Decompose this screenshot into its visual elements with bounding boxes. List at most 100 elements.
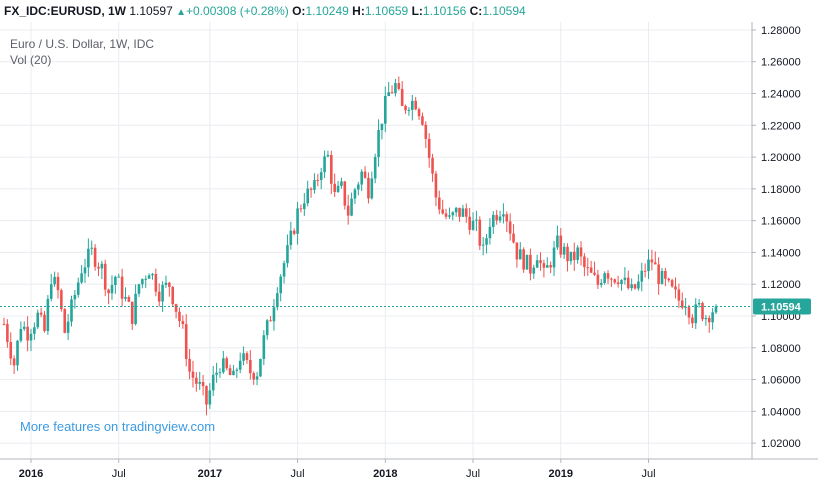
candle <box>707 315 711 333</box>
candle <box>292 228 296 236</box>
candle <box>680 292 684 310</box>
candle-body <box>130 301 134 324</box>
candle <box>19 321 23 343</box>
candle <box>545 257 549 268</box>
candle-body <box>599 282 603 285</box>
candle <box>458 207 461 222</box>
candle-body <box>404 105 407 111</box>
price-axis[interactable]: 1.28000 1.26000 1.24000 1.22000 1.20000 1.180… <box>752 25 801 450</box>
candle <box>421 112 424 126</box>
candle-body <box>83 267 87 274</box>
candle <box>633 283 637 290</box>
candle-body <box>701 303 704 320</box>
candle-body <box>2 323 6 325</box>
candle-body <box>120 276 124 299</box>
candle-body <box>353 189 357 199</box>
candle <box>188 348 191 380</box>
candle-body <box>93 247 97 267</box>
candle-body <box>242 353 245 361</box>
candle <box>6 319 9 348</box>
candle <box>222 350 225 374</box>
candle-body <box>195 377 198 384</box>
candle-body <box>289 230 293 246</box>
candle <box>481 236 485 256</box>
candle <box>407 107 411 116</box>
candle <box>556 225 559 251</box>
volume-legend[interactable]: Vol (20) <box>10 53 51 67</box>
candle-body <box>222 358 225 373</box>
candle-body <box>562 246 566 255</box>
candle-body <box>384 95 387 124</box>
candle <box>623 267 627 285</box>
candle <box>252 371 256 385</box>
candle-body <box>471 220 475 230</box>
candle <box>373 153 377 184</box>
candle-body <box>43 314 46 331</box>
time-axis[interactable]: 2016 Jul 2017 Jul 2018 Jul 2019 Jul <box>19 459 656 480</box>
candle <box>124 287 127 302</box>
candle-body <box>66 321 70 333</box>
low-value: 1.10156 <box>422 4 467 18</box>
candle <box>640 262 644 292</box>
candle-body <box>481 244 485 246</box>
candle <box>370 171 374 200</box>
tradingview-link[interactable]: More features on tradingview.com <box>20 419 215 434</box>
candle <box>417 107 421 120</box>
candle <box>357 181 360 196</box>
candle-body <box>22 326 26 329</box>
candle-body <box>110 285 114 294</box>
candle <box>549 261 552 274</box>
candle <box>249 350 252 380</box>
candle-body <box>269 320 272 322</box>
candle <box>225 356 229 371</box>
last-price-badge-label: 1.10594 <box>761 302 802 314</box>
candle <box>211 366 215 397</box>
candle <box>637 274 640 291</box>
candle-body <box>323 156 326 173</box>
candle-body <box>495 214 498 221</box>
candle-body <box>512 233 515 243</box>
candle-body <box>657 264 660 284</box>
candle-body <box>539 260 542 264</box>
candle <box>262 330 266 366</box>
candle-body <box>630 284 633 289</box>
candle-body <box>670 280 674 287</box>
candle <box>691 314 694 329</box>
candle-body <box>714 306 718 313</box>
candle <box>76 277 80 298</box>
candle-body <box>488 226 492 239</box>
candle-body <box>532 267 536 274</box>
candle-body <box>637 281 640 289</box>
candle-body <box>188 358 191 372</box>
candle-body <box>367 177 370 199</box>
candle-body <box>299 208 303 210</box>
candle-body <box>697 303 701 305</box>
candle <box>306 180 309 207</box>
candle-body <box>529 254 532 274</box>
candle <box>350 192 353 217</box>
candle-body <box>451 212 455 216</box>
candle <box>495 209 498 225</box>
candle <box>660 268 664 285</box>
candle-body <box>144 278 148 280</box>
candle <box>562 242 566 259</box>
candle <box>505 211 509 233</box>
candle-body <box>340 181 343 186</box>
candle <box>195 372 198 392</box>
candle <box>265 319 269 340</box>
candle <box>559 228 563 258</box>
candle <box>120 268 124 307</box>
candle <box>437 190 441 215</box>
symbol-label[interactable]: FX_IDC:EURUSD, 1W <box>4 4 127 18</box>
candle-body <box>215 372 218 375</box>
candle-body <box>73 294 77 300</box>
candle-body <box>90 247 94 249</box>
series-legend-title[interactable]: Euro / U.S. Dollar, 1W, IDC <box>10 37 154 51</box>
candle <box>400 81 404 107</box>
candle <box>46 294 50 335</box>
candle-body <box>616 282 620 284</box>
candle-body <box>502 214 505 217</box>
candle-body <box>80 273 83 283</box>
candle-body <box>653 262 657 265</box>
